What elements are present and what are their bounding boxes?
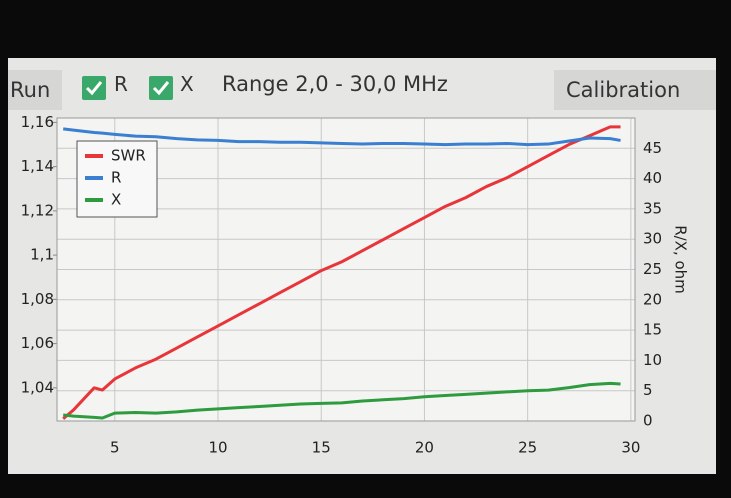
legend-label: R bbox=[111, 169, 121, 187]
y2-tick-label: 10 bbox=[643, 351, 662, 369]
y-tick-label: 1,06 bbox=[21, 334, 54, 352]
x-tick-label: 25 bbox=[518, 439, 537, 457]
y-tick-label: 1,14 bbox=[21, 157, 54, 175]
checkbox-r[interactable] bbox=[82, 76, 106, 100]
series-line bbox=[62, 125, 621, 420]
y2-tick-label: 45 bbox=[643, 139, 662, 157]
y2-tick-label: 25 bbox=[643, 260, 662, 278]
checkbox-x[interactable] bbox=[149, 76, 173, 100]
calibration-button[interactable]: Calibration bbox=[554, 70, 716, 110]
y-tick-label: 1,08 bbox=[21, 290, 54, 308]
x-tick-label: 30 bbox=[621, 439, 640, 457]
x-tick-label: 15 bbox=[312, 439, 331, 457]
y-tick-label: 1,04 bbox=[21, 378, 54, 396]
y2-tick-label: 40 bbox=[643, 169, 662, 187]
x-tick-label: 20 bbox=[415, 439, 434, 457]
y2-axis-label: R/X, ohm bbox=[672, 225, 690, 294]
plot-frame bbox=[56, 117, 636, 422]
legend-label: SWR bbox=[111, 147, 146, 165]
checkbox-x-label: X bbox=[180, 72, 194, 96]
series-line bbox=[63, 127, 621, 147]
run-button[interactable]: Run bbox=[8, 70, 63, 110]
y2-tick-label: 20 bbox=[643, 290, 662, 308]
y2-tick-label: 30 bbox=[643, 230, 662, 248]
checkbox-r-label: R bbox=[114, 72, 128, 96]
y2-tick-label: 0 bbox=[643, 412, 653, 430]
check-icon bbox=[85, 81, 103, 96]
y2-tick-label: 35 bbox=[643, 199, 662, 217]
legend-label: X bbox=[111, 191, 121, 209]
x-tick-label: 10 bbox=[208, 439, 227, 457]
y2-tick-label: 15 bbox=[643, 321, 662, 339]
check-icon bbox=[152, 81, 170, 96]
y-tick-label: 1,16 bbox=[21, 113, 54, 131]
x-tick-label: 5 bbox=[110, 439, 120, 457]
y2-tick-label: 5 bbox=[643, 381, 653, 399]
range-label: Range 2,0 - 30,0 MHz bbox=[222, 72, 448, 96]
series-line bbox=[63, 381, 621, 420]
y-tick-label: 1,12 bbox=[21, 201, 54, 219]
y-tick-label: 1,1 bbox=[30, 246, 54, 264]
